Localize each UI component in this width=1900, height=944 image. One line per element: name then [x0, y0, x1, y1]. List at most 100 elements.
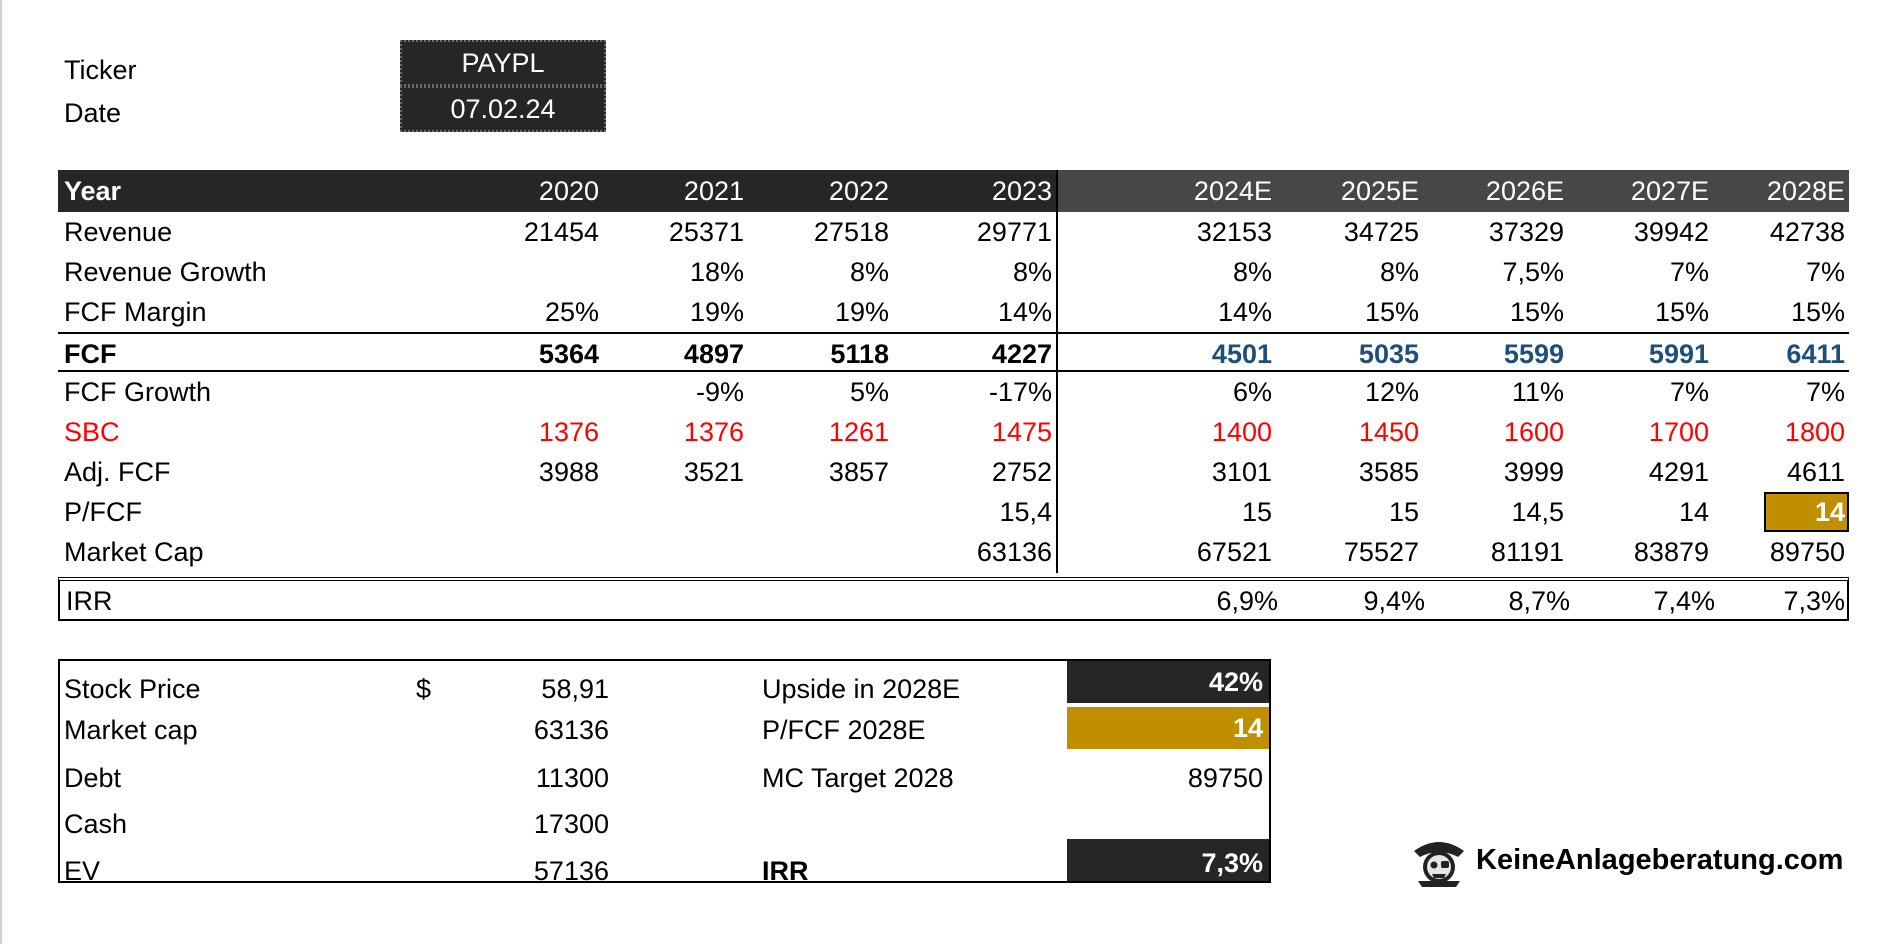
year-header-2021[interactable]: 2021 — [683, 176, 744, 206]
p-fcf-cell[interactable] — [608, 492, 748, 532]
revenue-growth-cell[interactable]: 8% — [849, 257, 889, 287]
fcf-margin-cell[interactable]: 19% — [689, 297, 744, 327]
p-fcf-cell[interactable] — [463, 492, 603, 532]
market-cap-value[interactable]: 63136 — [533, 715, 609, 745]
fcf-growth-cell[interactable]: 11% — [1511, 377, 1564, 407]
cash-value[interactable]: 17300 — [533, 809, 609, 839]
revenue-cell[interactable]: 27518 — [813, 217, 889, 247]
ev-value[interactable]: 57136 — [533, 856, 609, 886]
revenue-cell[interactable]: 29771 — [976, 217, 1052, 247]
sbc-cell[interactable]: 1700 — [1648, 417, 1709, 447]
irr-cell[interactable]: 9,4% — [1363, 586, 1425, 616]
fcf-margin-cell[interactable]: 25% — [544, 297, 599, 327]
mc-target-value[interactable]: 89750 — [1187, 763, 1263, 793]
fcf-growth-cell[interactable] — [463, 372, 603, 412]
revenue-cell[interactable]: 37329 — [1488, 217, 1564, 247]
revenue-growth-cell[interactable]: 7% — [1805, 257, 1845, 287]
year-header-2023[interactable]: 2023 — [991, 176, 1052, 206]
fcf-margin-cell[interactable]: 15% — [1364, 297, 1419, 327]
year-header-2026e[interactable]: 2026E — [1485, 176, 1564, 206]
market-cap-cell[interactable] — [608, 532, 748, 572]
revenue-cell[interactable]: 21454 — [523, 217, 599, 247]
adj-fcf-cell[interactable]: 3857 — [828, 457, 889, 487]
revenue-growth-cell[interactable]: 18% — [689, 257, 744, 287]
fcf-growth-cell[interactable]: 6% — [1232, 377, 1272, 407]
market-cap-cell[interactable]: 83879 — [1633, 537, 1709, 567]
p-fcf-cell[interactable]: 15 — [1241, 497, 1272, 527]
market-cap-cell[interactable]: 89750 — [1769, 537, 1845, 567]
fcf-margin-cell[interactable]: 14% — [997, 297, 1052, 327]
sbc-cell[interactable]: 1376 — [538, 417, 599, 447]
sbc-cell[interactable]: 1400 — [1211, 417, 1272, 447]
fcf-growth-cell[interactable]: 7% — [1805, 377, 1845, 407]
year-header-2020[interactable]: 2020 — [538, 176, 599, 206]
fcf-growth-cell[interactable]: -9% — [695, 377, 744, 407]
revenue-cell[interactable]: 34725 — [1343, 217, 1419, 247]
revenue-growth-cell[interactable]: 8% — [1379, 257, 1419, 287]
fcf-growth-cell[interactable]: 5% — [849, 377, 889, 407]
fcf-cell[interactable]: 4897 — [683, 339, 744, 369]
adj-fcf-cell[interactable]: 4611 — [1786, 457, 1845, 487]
adj-fcf-cell[interactable]: 4291 — [1648, 457, 1709, 487]
irr-cell[interactable]: 7,3% — [1783, 586, 1845, 616]
adj-fcf-cell[interactable]: 3585 — [1358, 457, 1419, 487]
irr-cell[interactable]: 7,4% — [1653, 586, 1715, 616]
sbc-cell[interactable]: 1800 — [1784, 417, 1845, 447]
market-cap-cell[interactable]: 81191 — [1490, 537, 1564, 567]
market-cap-cell[interactable]: 67521 — [1196, 537, 1272, 567]
irr-cell[interactable]: 6,9% — [1216, 586, 1278, 616]
year-header-2025e[interactable]: 2025E — [1340, 176, 1419, 206]
revenue-growth-cell[interactable] — [463, 252, 603, 292]
adj-fcf-cell[interactable]: 2752 — [991, 457, 1052, 487]
adj-fcf-cell[interactable]: 3988 — [538, 457, 599, 487]
market-cap-cell[interactable] — [463, 532, 603, 572]
fcf-growth-cell[interactable]: -17% — [988, 377, 1052, 407]
brand-logo[interactable]: KeineAnlageberatung.com — [1408, 831, 1843, 889]
revenue-growth-cell[interactable]: 8% — [1232, 257, 1272, 287]
fcf-cell[interactable]: 5035 — [1358, 339, 1419, 369]
p-fcf-cell[interactable]: 14,5 — [1511, 497, 1564, 527]
sbc-cell[interactable]: 1450 — [1358, 417, 1419, 447]
year-header-2022[interactable]: 2022 — [828, 176, 889, 206]
irr-summary-value[interactable]: 7,3% — [1067, 839, 1269, 881]
fcf-cell[interactable]: 4501 — [1211, 339, 1272, 369]
market-cap-cell[interactable] — [753, 532, 893, 572]
fcf-margin-cell[interactable]: 15% — [1509, 297, 1564, 327]
date-value-cell[interactable]: 07.02.24 — [400, 86, 606, 132]
p-fcf-cell[interactable]: 15,4 — [999, 497, 1052, 527]
revenue-growth-cell[interactable]: 8% — [1012, 257, 1052, 287]
fcf-cell[interactable]: 5118 — [830, 339, 889, 369]
revenue-cell[interactable]: 42738 — [1769, 217, 1845, 247]
market-cap-cell[interactable]: 63136 — [976, 537, 1052, 567]
sbc-cell[interactable]: 1261 — [828, 417, 889, 447]
fcf-growth-cell[interactable]: 7% — [1669, 377, 1709, 407]
adj-fcf-cell[interactable]: 3101 — [1211, 457, 1272, 487]
fcf-cell[interactable]: 5364 — [538, 339, 599, 369]
fcf-margin-cell[interactable]: 15% — [1654, 297, 1709, 327]
fcf-margin-cell[interactable]: 19% — [834, 297, 889, 327]
adj-fcf-cell[interactable]: 3521 — [683, 457, 744, 487]
sbc-cell[interactable]: 1475 — [991, 417, 1052, 447]
irr-cell[interactable]: 8,7% — [1508, 586, 1570, 616]
ticker-value-cell[interactable]: PAYPL — [400, 40, 606, 86]
revenue-growth-cell[interactable]: 7,5% — [1502, 257, 1564, 287]
p-fcf-cell[interactable]: 15 — [1388, 497, 1419, 527]
fcf-margin-cell[interactable]: 15% — [1790, 297, 1845, 327]
revenue-cell[interactable]: 39942 — [1633, 217, 1709, 247]
p-fcf-cell[interactable]: 14 — [1678, 497, 1709, 527]
fcf-growth-cell[interactable]: 12% — [1364, 377, 1419, 407]
fcf-margin-cell[interactable]: 14% — [1217, 297, 1272, 327]
fcf-cell[interactable]: 6411 — [1786, 339, 1845, 369]
fcf-cell[interactable]: 5991 — [1648, 339, 1709, 369]
adj-fcf-cell[interactable]: 3999 — [1503, 457, 1564, 487]
year-header-2028e[interactable]: 2028E — [1766, 176, 1845, 206]
year-header-2024e[interactable]: 2024E — [1193, 176, 1272, 206]
debt-value[interactable]: 11300 — [535, 763, 609, 793]
fcf-cell[interactable]: 5599 — [1503, 339, 1564, 369]
market-cap-cell[interactable]: 75527 — [1343, 537, 1419, 567]
p-fcf-cell[interactable] — [753, 492, 893, 532]
upside-value[interactable]: 42% — [1067, 661, 1269, 703]
revenue-cell[interactable]: 32153 — [1196, 217, 1272, 247]
pfcf-target-value[interactable]: 14 — [1067, 707, 1269, 749]
year-header-2027e[interactable]: 2027E — [1630, 176, 1709, 206]
